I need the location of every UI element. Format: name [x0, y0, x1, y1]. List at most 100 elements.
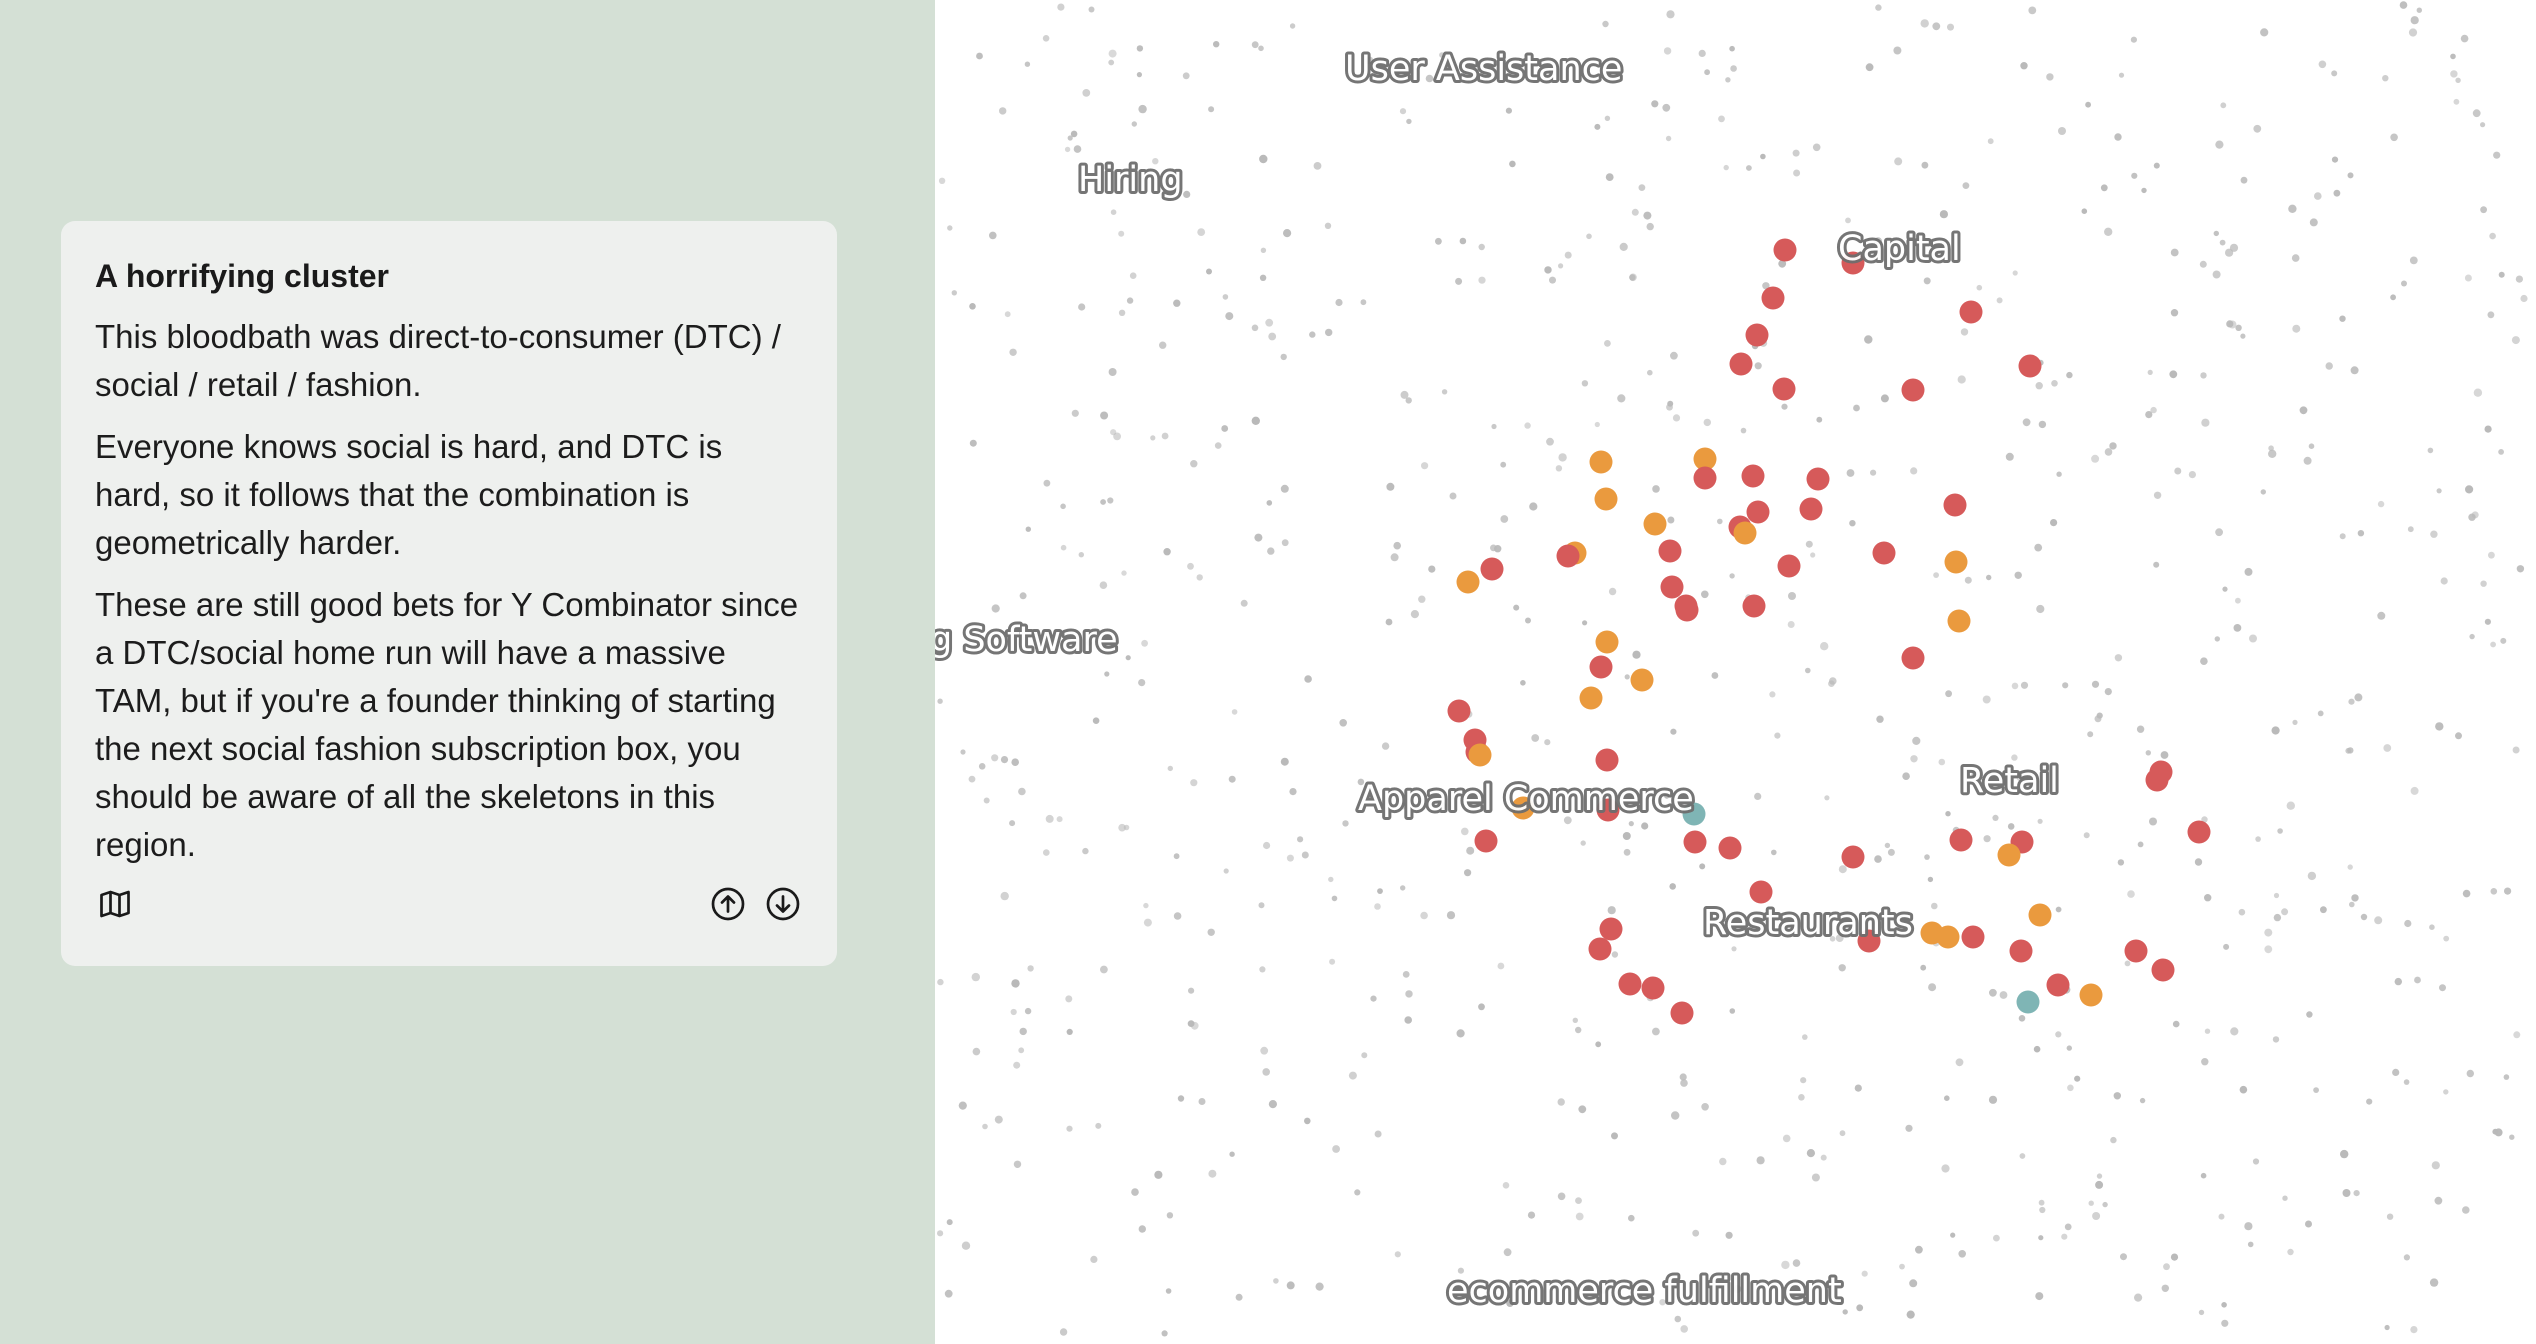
highlight-point[interactable]: [1741, 464, 1765, 488]
highlight-point[interactable]: [1949, 828, 1973, 852]
highlight-point[interactable]: [1480, 557, 1504, 581]
highlight-point[interactable]: [2016, 990, 2040, 1014]
map-point: [1725, 77, 1731, 83]
highlight-point[interactable]: [1594, 487, 1618, 511]
highlight-point[interactable]: [1675, 598, 1699, 622]
highlight-point[interactable]: [1761, 286, 1785, 310]
highlight-point[interactable]: [1777, 554, 1801, 578]
map-point: [1812, 143, 1821, 152]
highlight-point[interactable]: [1511, 796, 1535, 820]
highlight-point[interactable]: [1959, 300, 1983, 324]
map-point: [1652, 485, 1660, 493]
highlight-point[interactable]: [1556, 544, 1580, 568]
highlight-point[interactable]: [1630, 668, 1654, 692]
highlight-point[interactable]: [1961, 925, 1985, 949]
map-point: [1820, 1154, 1827, 1161]
highlight-point[interactable]: [1641, 976, 1665, 1000]
map-point: [2110, 1136, 2117, 1144]
map-point: [1810, 552, 1816, 558]
highlight-point[interactable]: [1936, 925, 1960, 949]
highlight-point[interactable]: [1733, 521, 1757, 545]
highlight-point[interactable]: [2046, 973, 2070, 997]
highlight-point[interactable]: [1468, 743, 1492, 767]
map-point: [1875, 4, 1882, 11]
map-point: [1421, 462, 1429, 470]
highlight-point[interactable]: [1772, 377, 1796, 401]
map-point: [1400, 390, 1409, 399]
highlight-point[interactable]: [1943, 493, 1967, 517]
map-point: [2038, 420, 2047, 429]
map-canvas[interactable]: User Assistance Hiring Capital g Softwar…: [935, 0, 2536, 1344]
highlight-point[interactable]: [2145, 768, 2169, 792]
map-point: [2005, 452, 2014, 461]
map-point: [1121, 570, 1127, 576]
map-point: [2513, 1031, 2521, 1039]
highlight-point[interactable]: [1589, 655, 1613, 679]
map-point: [1666, 403, 1673, 411]
arrow-down-circle-icon[interactable]: [763, 884, 803, 924]
cluster-map[interactable]: User Assistance Hiring Capital g Softwar…: [935, 0, 2536, 1344]
highlight-point[interactable]: [1447, 699, 1471, 723]
arrow-up-circle-icon[interactable]: [708, 884, 748, 924]
highlight-point[interactable]: [1841, 251, 1865, 275]
highlight-point[interactable]: [1746, 500, 1770, 524]
map-point: [1838, 865, 1847, 874]
highlight-point[interactable]: [1749, 880, 1773, 904]
map-point: [951, 290, 957, 296]
highlight-point[interactable]: [2124, 939, 2148, 963]
highlight-point[interactable]: [2028, 903, 2052, 927]
map-point: [1910, 755, 1918, 763]
highlight-point[interactable]: [2079, 983, 2103, 1007]
highlight-point[interactable]: [1595, 630, 1619, 654]
highlight-point[interactable]: [1729, 352, 1753, 376]
map-point: [1993, 1234, 2000, 1242]
highlight-point[interactable]: [1579, 686, 1603, 710]
highlight-point[interactable]: [1872, 541, 1896, 565]
highlight-point[interactable]: [1773, 238, 1797, 262]
map-point: [1456, 1029, 1465, 1038]
map-point: [1410, 610, 1419, 619]
highlight-point[interactable]: [1595, 748, 1619, 772]
highlight-point[interactable]: [1618, 972, 1642, 996]
highlight-point[interactable]: [1643, 512, 1667, 536]
highlight-point[interactable]: [1599, 917, 1623, 941]
map-point: [2493, 151, 2501, 159]
highlight-point[interactable]: [2018, 354, 2042, 378]
highlight-point[interactable]: [1682, 802, 1706, 826]
highlight-point[interactable]: [2187, 820, 2211, 844]
map-point: [1268, 1100, 1277, 1109]
highlight-point[interactable]: [1806, 467, 1830, 491]
map-point: [1439, 802, 1447, 810]
highlight-point[interactable]: [1693, 466, 1717, 490]
highlight-point[interactable]: [1745, 323, 1769, 347]
highlight-point[interactable]: [1947, 609, 1971, 633]
highlight-point[interactable]: [1589, 450, 1613, 474]
highlight-point[interactable]: [2009, 939, 2033, 963]
highlight-point[interactable]: [1588, 937, 1612, 961]
highlight-point[interactable]: [1901, 646, 1925, 670]
highlight-point[interactable]: [1841, 845, 1865, 869]
highlight-point[interactable]: [1658, 539, 1682, 563]
highlight-point[interactable]: [1683, 830, 1707, 854]
map-point: [2349, 901, 2355, 908]
highlight-point[interactable]: [1857, 929, 1881, 953]
highlight-point[interactable]: [1693, 447, 1717, 471]
highlight-point[interactable]: [1799, 497, 1823, 521]
map-point: [1699, 863, 1706, 870]
highlight-point[interactable]: [1456, 570, 1480, 594]
map-point: [2074, 1075, 2081, 1082]
map-icon[interactable]: [95, 884, 135, 924]
highlight-point[interactable]: [2151, 958, 2175, 982]
map-point: [2292, 324, 2301, 333]
highlight-point[interactable]: [1474, 829, 1498, 853]
map-point: [2299, 406, 2308, 415]
map-point: [1439, 52, 1445, 58]
highlight-point[interactable]: [1997, 843, 2021, 867]
highlight-point[interactable]: [1660, 575, 1684, 599]
highlight-point[interactable]: [1670, 1001, 1694, 1025]
highlight-point[interactable]: [1718, 836, 1742, 860]
highlight-point[interactable]: [1596, 798, 1620, 822]
highlight-point[interactable]: [1742, 594, 1766, 618]
highlight-point[interactable]: [1944, 550, 1968, 574]
highlight-point[interactable]: [1901, 378, 1925, 402]
